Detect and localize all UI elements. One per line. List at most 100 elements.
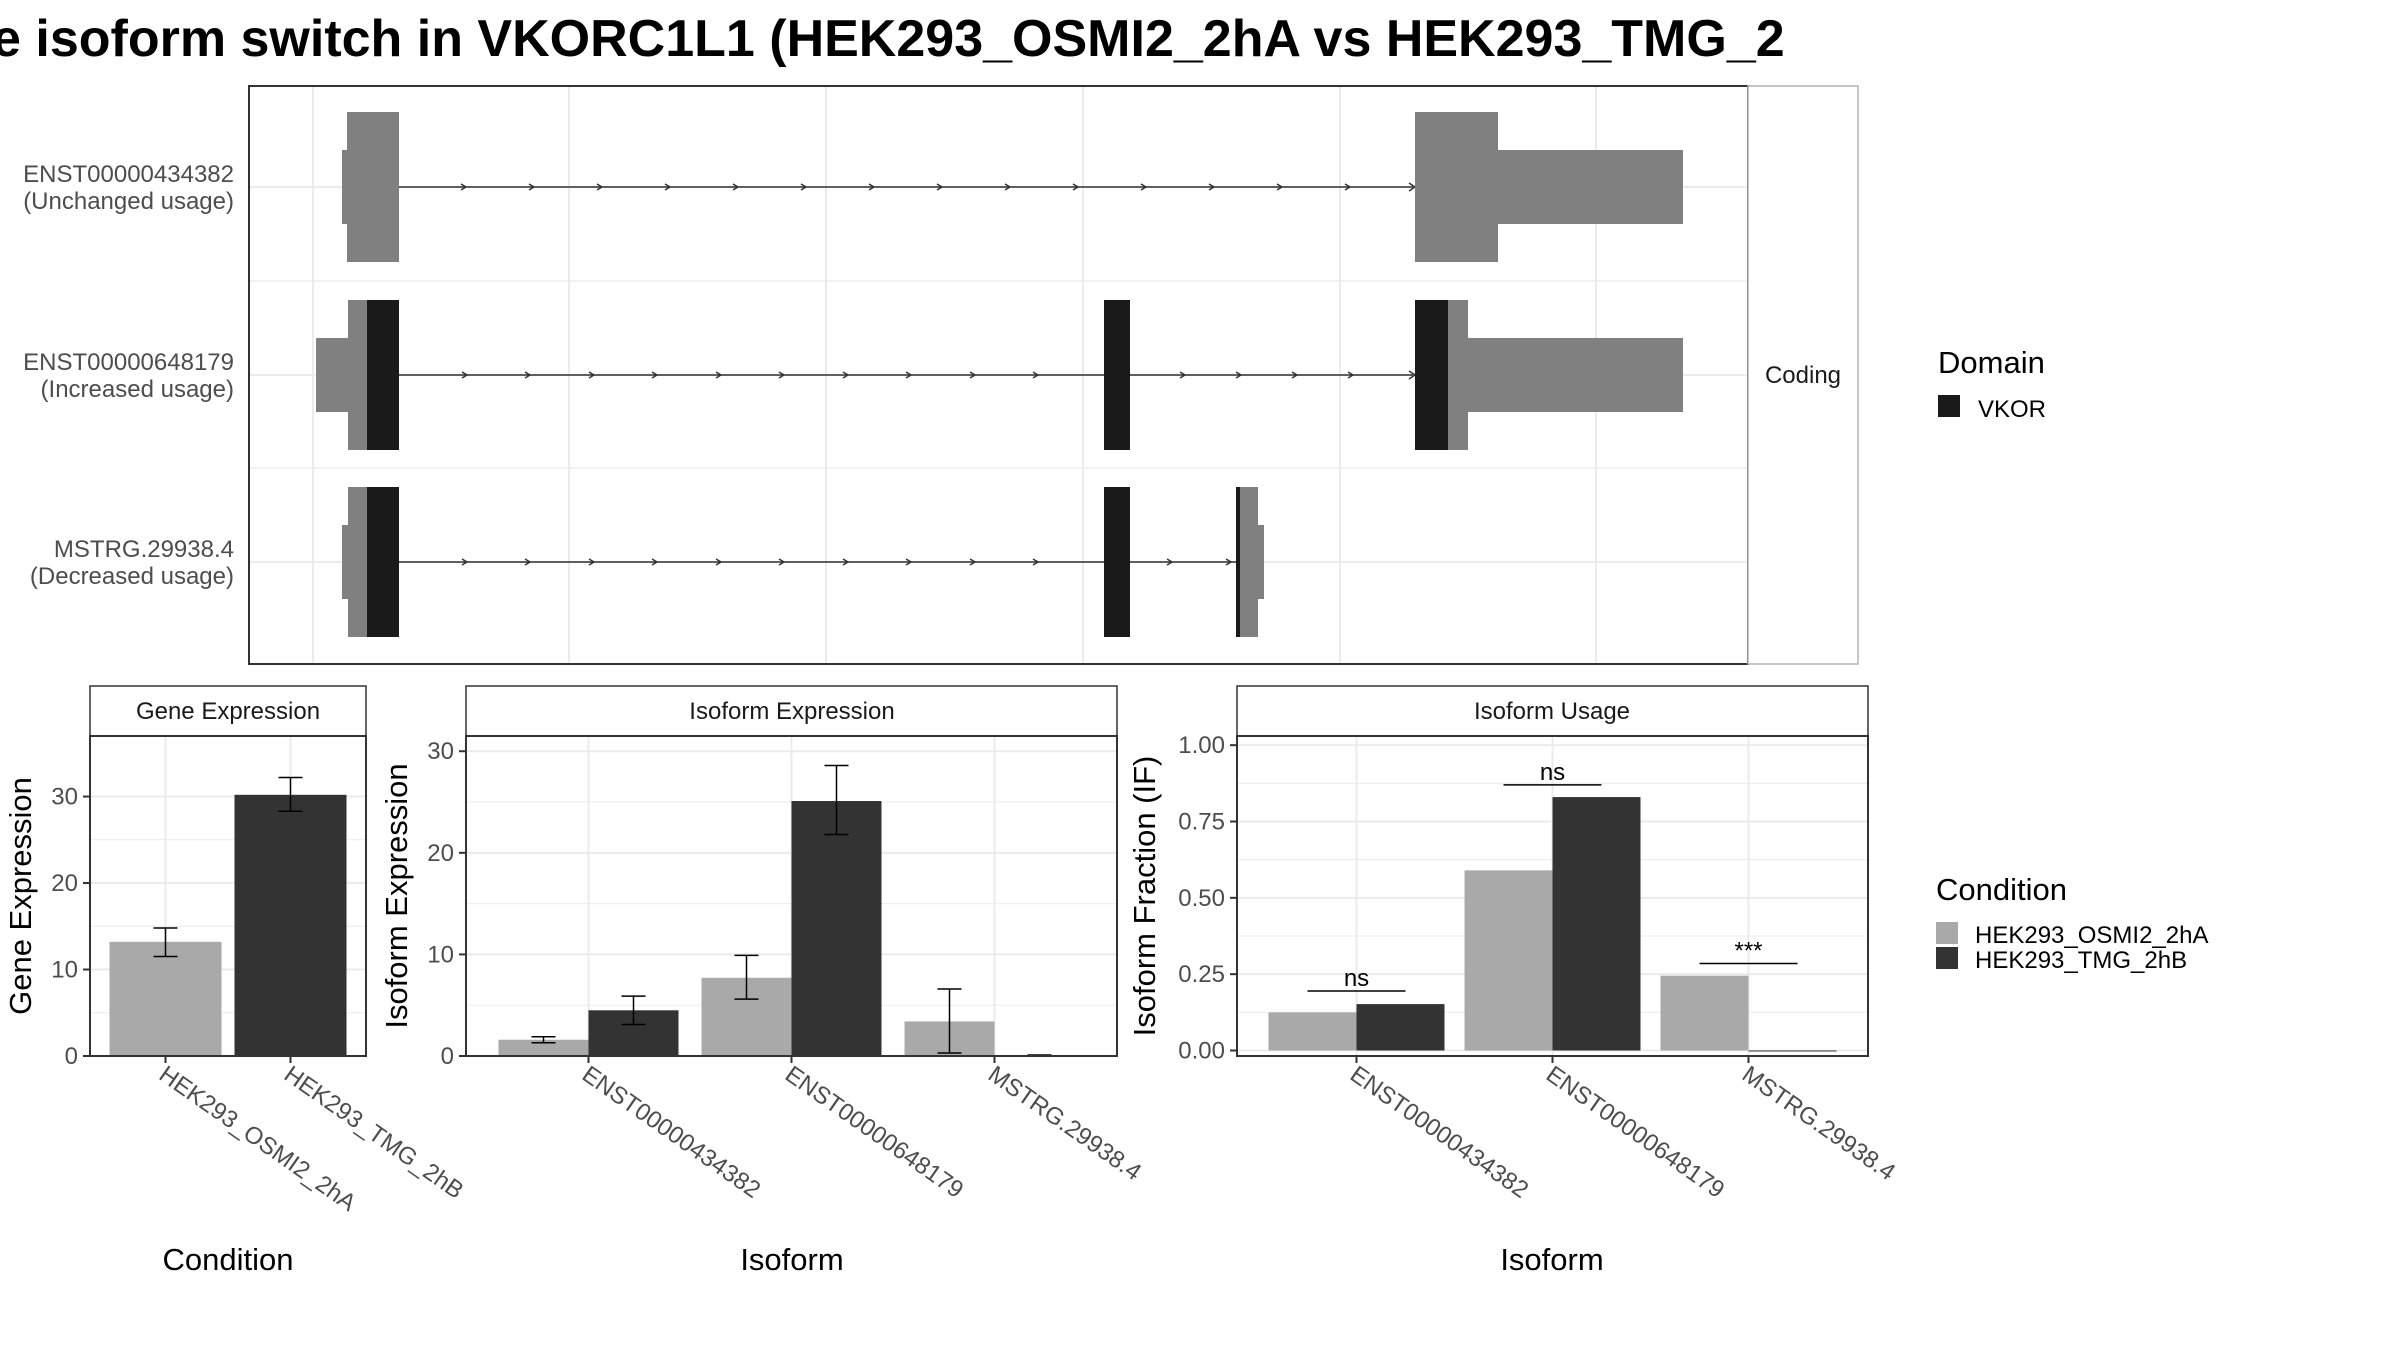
transcript-label: ENST00000648179 (23, 349, 234, 376)
condition-legend-swatch-b (1936, 947, 1958, 969)
isoform-expression-x-axis: ENST00000434382 ENST00000648179 MSTRG.2993… (577, 1056, 1146, 1204)
gene-expression-y-label: Gene Expression (3, 777, 38, 1015)
coding-exon (348, 487, 368, 637)
significance-label: ns (1344, 965, 1369, 992)
intron-arrows (461, 558, 1233, 566)
transcript-labels: ENST00000434382 (Unchanged usage) ENST00… (23, 161, 234, 590)
y-tick-label: 1.00 (1178, 732, 1225, 759)
y-tick-label: 30 (427, 738, 454, 765)
x-tick-label: ENST00000434382 (577, 1061, 765, 1204)
gene-expression-strip (89, 685, 367, 737)
x-tick-label: HEK293_OSMI2_2hA (154, 1061, 361, 1217)
isoform-expression-strip-label: Isoform Expression (689, 698, 894, 725)
utr-exon (1257, 525, 1264, 599)
vkor-domain-exon (1415, 300, 1449, 450)
coding-exon (347, 112, 399, 262)
bar (1552, 797, 1641, 1051)
isoform-usage-y-axis: 0.00 0.25 0.50 0.75 1.00 (1178, 732, 1237, 1065)
transcript-status: (Unchanged usage) (23, 188, 234, 215)
isoform-expression-bars (498, 764, 1085, 1057)
coding-exon (1240, 487, 1258, 637)
y-tick-label: 20 (427, 840, 454, 867)
y-tick-label: 0.75 (1178, 808, 1225, 835)
condition-legend-swatch-a (1936, 922, 1958, 944)
bar (791, 801, 882, 1056)
bar (1464, 870, 1553, 1051)
isoform-usage-panel: Isoform Usage 0.00 0.25 0.50 0.75 1.00 ENST0… (1127, 685, 1900, 1277)
coding-exon (1448, 300, 1468, 450)
condition-legend: Condition HEK293_OSMI2_2hA HEK293_TMG_2h… (1936, 872, 2208, 974)
condition-legend-label-b: HEK293_TMG_2hB (1975, 947, 2187, 974)
y-tick-label: 10 (51, 957, 78, 984)
bar (234, 794, 347, 1056)
bar (109, 941, 222, 1056)
gene-structure-panel: ENST00000434382 (Unchanged usage) ENST00… (23, 85, 1859, 665)
y-tick-label: 10 (427, 941, 454, 968)
condition-legend-label-a: HEK293_OSMI2_2hA (1975, 922, 2208, 949)
y-tick-label: 30 (51, 784, 78, 811)
domain-legend-swatch (1938, 395, 1960, 417)
y-tick-label: 0 (441, 1043, 454, 1070)
coding-exon (348, 300, 368, 450)
vkor-domain-exon (367, 300, 399, 450)
coding-facet-label: Coding (1765, 362, 1841, 389)
transcript-label: MSTRG.29938.4 (54, 536, 234, 563)
bar (1748, 1050, 1837, 1052)
gene-expression-strip-label: Gene Expression (136, 698, 320, 725)
x-tick-label: MSTRG.29938.4 (983, 1061, 1146, 1186)
isoform-usage-x-axis: ENST00000434382 ENST00000648179 MSTRG.2993… (1345, 1056, 1900, 1204)
isoform-usage-y-label: Isoform Fraction (IF) (1127, 756, 1162, 1037)
vkor-domain-exon (1104, 487, 1130, 637)
y-tick-label: 0.50 (1178, 885, 1225, 912)
isoform-expression-panel: Isoform Expression 0 10 20 30 ENST000004343… (379, 685, 1146, 1277)
bar (1356, 1004, 1445, 1051)
utr-exon (1497, 150, 1683, 224)
x-tick-label: ENST00000648179 (780, 1061, 968, 1204)
utr-exon (316, 338, 350, 412)
significance-label: *** (1734, 937, 1762, 964)
x-tick-label: ENST00000648179 (1541, 1061, 1729, 1204)
coding-facet-strip (1747, 85, 1859, 665)
transcript-status: (Increased usage) (41, 376, 234, 403)
x-tick-label: ENST00000434382 (1345, 1061, 1533, 1204)
condition-legend-title: Condition (1936, 872, 2067, 907)
gene-expression-x-label: Condition (163, 1242, 294, 1277)
isoform-usage-x-label: Isoform (1500, 1242, 1603, 1277)
gene-expression-y-axis: 0 10 20 30 (51, 784, 90, 1070)
isoform-usage-strip-label: Isoform Usage (1474, 698, 1630, 725)
domain-legend-title: Domain (1938, 345, 2045, 380)
y-tick-label: 0 (65, 1043, 78, 1070)
x-tick-label: MSTRG.29938.4 (1737, 1061, 1900, 1186)
domain-legend-label: VKOR (1978, 396, 2046, 423)
transcript-enst00000434382-model (342, 112, 1683, 262)
vkor-domain-exon (1236, 487, 1241, 637)
transcript-enst00000648179-model (316, 300, 1683, 450)
vkor-domain-exon (1104, 300, 1130, 450)
transcript-status: (Decreased usage) (30, 563, 234, 590)
isoform-expression-y-label: Isoform Expression (379, 763, 414, 1028)
utr-exon (342, 525, 350, 599)
isoform-usage-bars (1268, 797, 1837, 1052)
y-tick-label: 0.00 (1178, 1038, 1225, 1065)
utr-exon (342, 150, 348, 224)
transcript-mstrg-29938-4-model (342, 487, 1264, 637)
transcript-label: ENST00000434382 (23, 161, 234, 188)
y-tick-label: 0.25 (1178, 961, 1225, 988)
vkor-domain-exon (367, 487, 399, 637)
bar (498, 1039, 589, 1056)
y-tick-label: 20 (51, 870, 78, 897)
utr-exon (1466, 338, 1683, 412)
bar (1660, 975, 1749, 1051)
isoform-usage-significance: ns ns *** (1307, 759, 1798, 992)
significance-label: ns (1540, 759, 1565, 786)
isoform-expression-x-label: Isoform (740, 1242, 843, 1277)
figure-title: e isoform switch in VKORC1L1 (HEK293_OSM… (0, 10, 1785, 68)
intron-arrows (460, 182, 1417, 192)
isoform-expression-y-axis: 0 10 20 30 (427, 738, 466, 1070)
bar (1268, 1012, 1357, 1051)
coding-exon (1415, 112, 1498, 262)
gene-expression-bars (109, 776, 347, 1056)
gene-expression-plot-border (89, 735, 367, 1057)
